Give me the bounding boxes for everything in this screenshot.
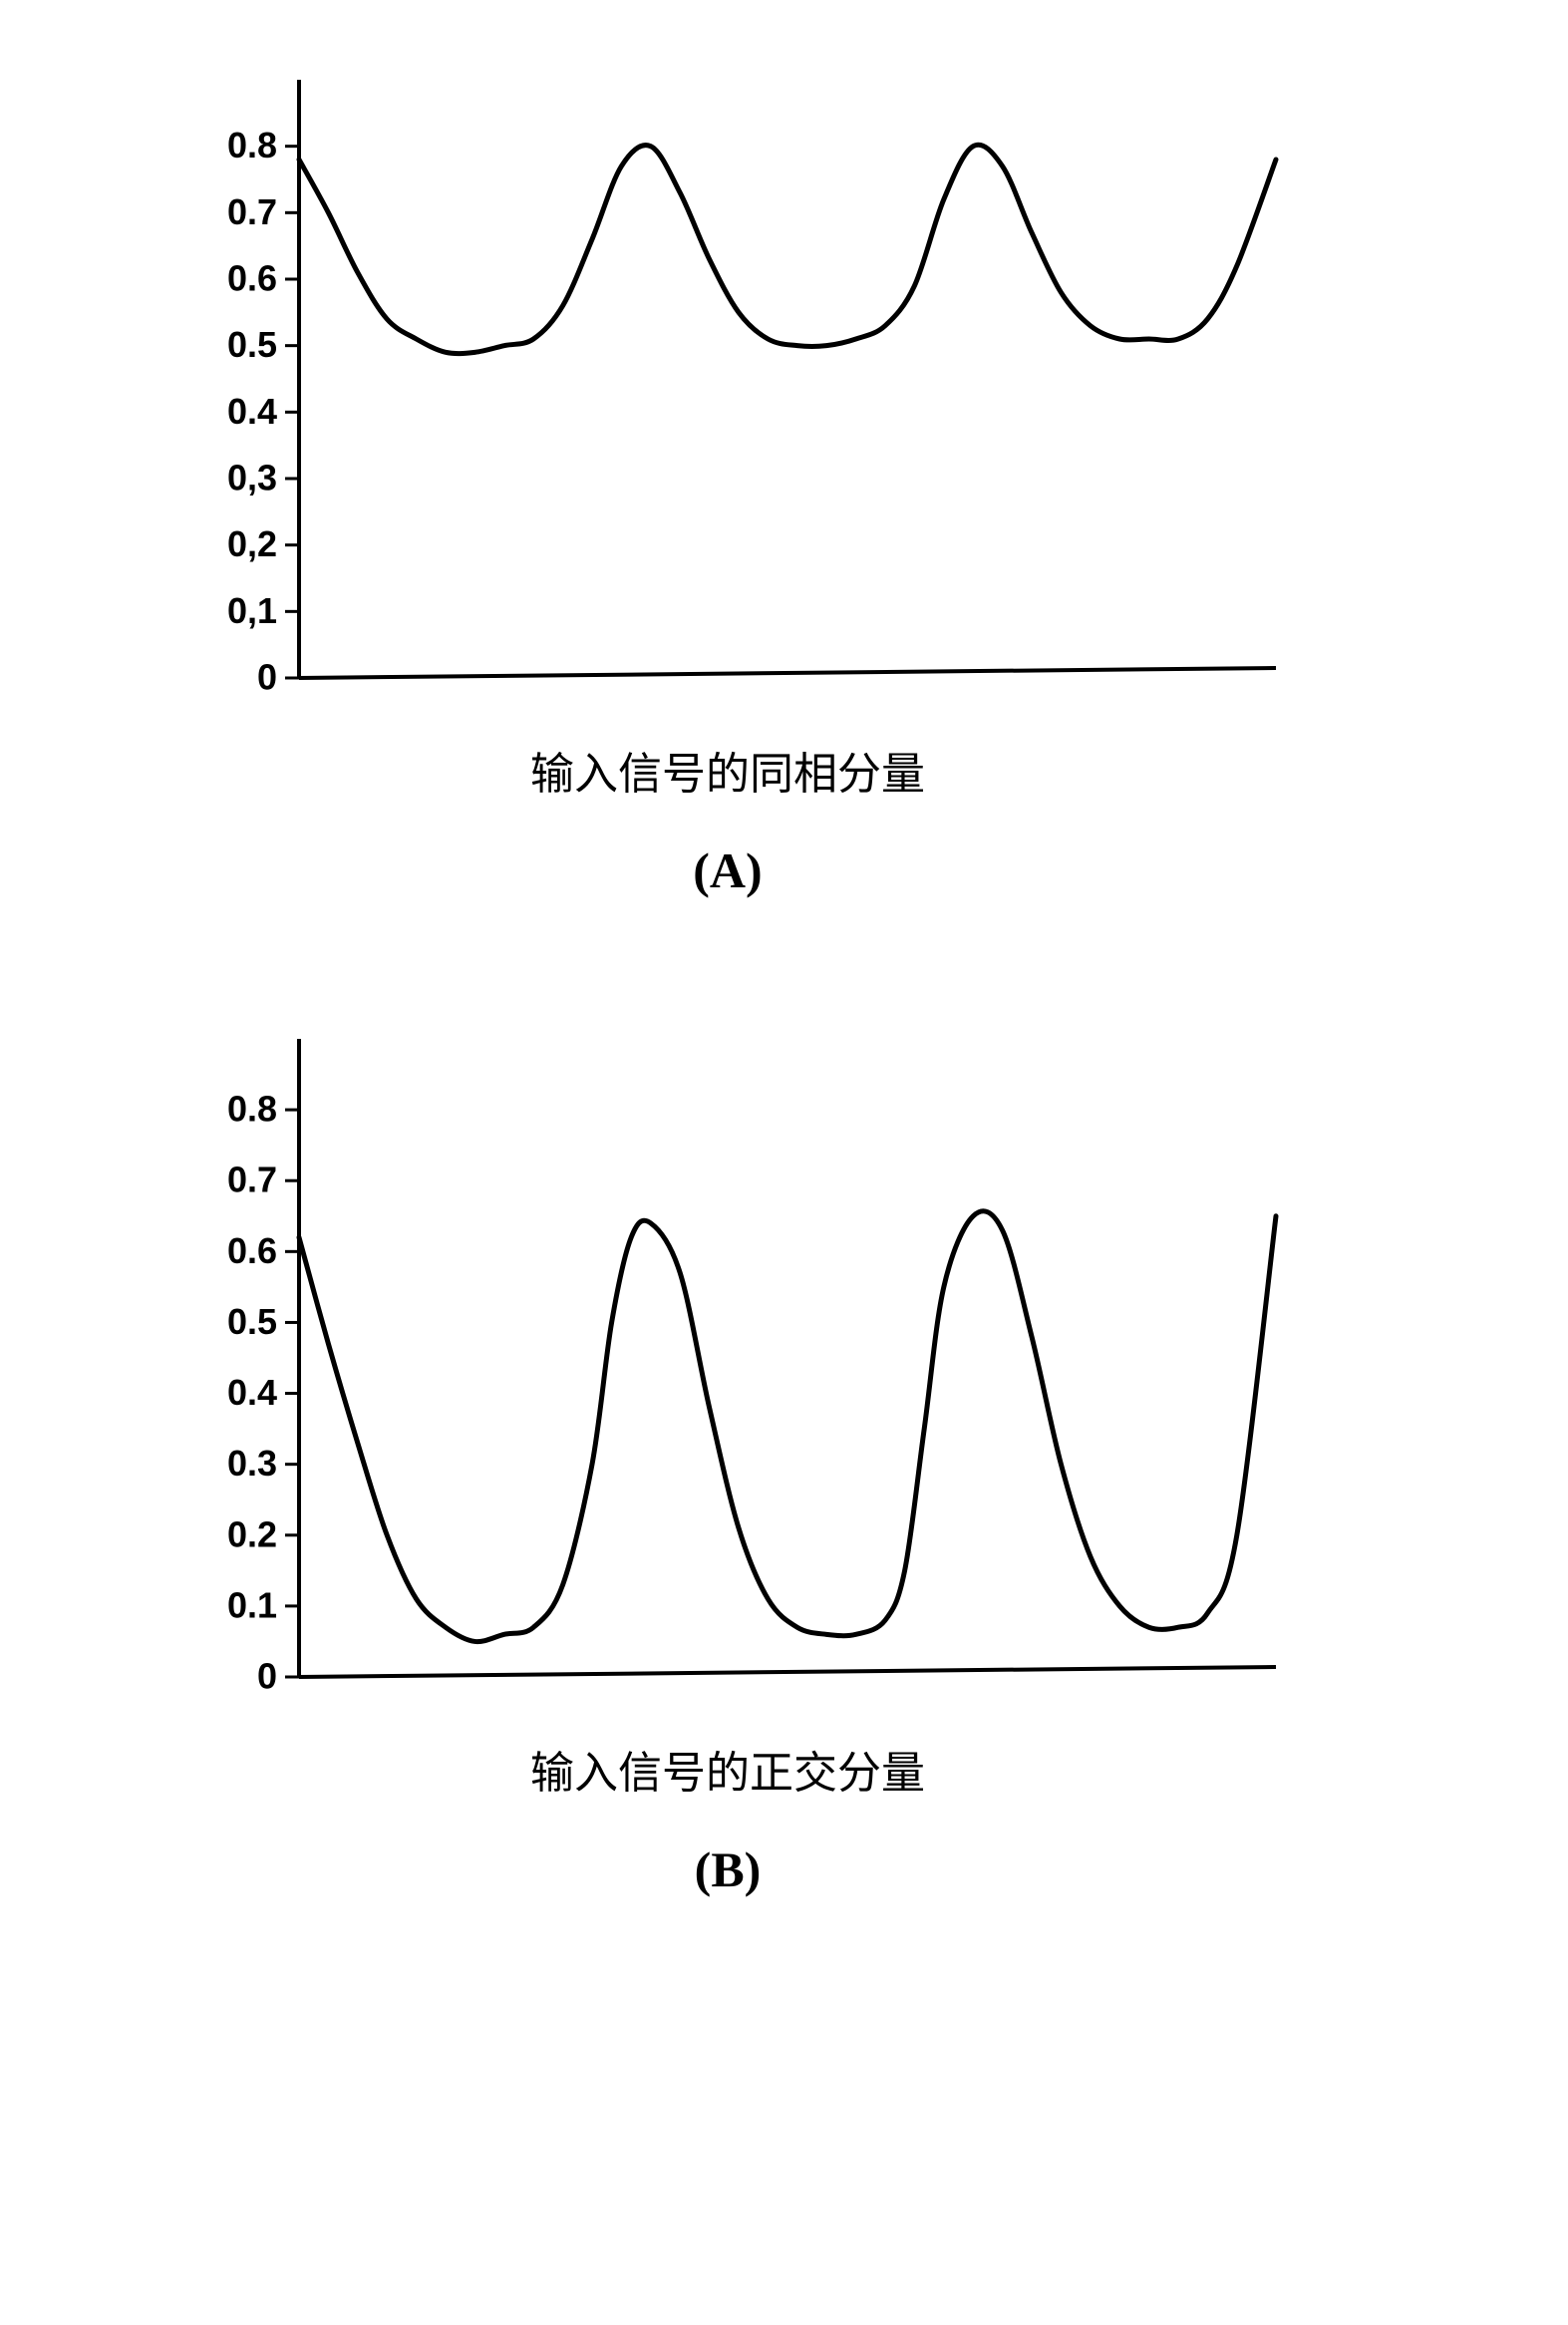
ytick-label: 0.5 [227,324,277,365]
ytick-label: 0.1 [227,1584,277,1625]
ytick-label: 0 [257,657,277,698]
ytick-label: 0.7 [227,191,277,232]
ytick-label: 0.6 [227,1230,277,1271]
ytick-label: 0.3 [227,1443,277,1484]
x-axis [299,668,1276,678]
chart-b-svg: 0 0.1 0.2 0.3 0.4 0.5 0.6 0.7 0.8 [179,1019,1296,1717]
chart-a-caption: 输入信号的同相分量 [179,738,1276,802]
ytick-label: 0 [257,1656,277,1697]
data-line [299,145,1276,353]
ytick-label: 0.7 [227,1160,277,1200]
chart-b-panel-label: (B) [179,1840,1276,1898]
ytick-label: 0,2 [227,523,277,564]
ytick-label: 0,1 [227,590,277,631]
ytick-label: 0.4 [227,1372,277,1413]
chart-a-panel-label: (A) [179,841,1276,899]
page: 00,10,20,30.40.50.60.70.8 输入信号的同相分量 (A) … [0,0,1568,2325]
chart-b-block: 0 0.1 0.2 0.3 0.4 0.5 0.6 0.7 0.8 输入信号的正交分量 (B) [179,1019,1568,1898]
chart-a-svg: 0 0,1 0,2 0,3 0.4 0.5 0.6 0.7 0.8 [179,60,1296,718]
x-axis [299,1667,1276,1677]
ytick-label: 0.8 [227,1089,277,1130]
ytick-label: 0,3 [227,458,277,498]
data-line [299,1211,1276,1642]
ytick-label: 0.5 [227,1301,277,1342]
chart-b-caption: 输入信号的正交分量 [179,1737,1276,1801]
ytick-label: 0.2 [227,1513,277,1554]
chart-a-block: 0 0,1 0,2 0,3 0.4 0.5 0.6 0.7 0.8 输入信号的同相分量 (A) [179,60,1568,899]
ytick-label: 0.6 [227,258,277,299]
ytick-label: 0.4 [227,391,277,432]
ytick-label: 0.8 [227,125,277,166]
